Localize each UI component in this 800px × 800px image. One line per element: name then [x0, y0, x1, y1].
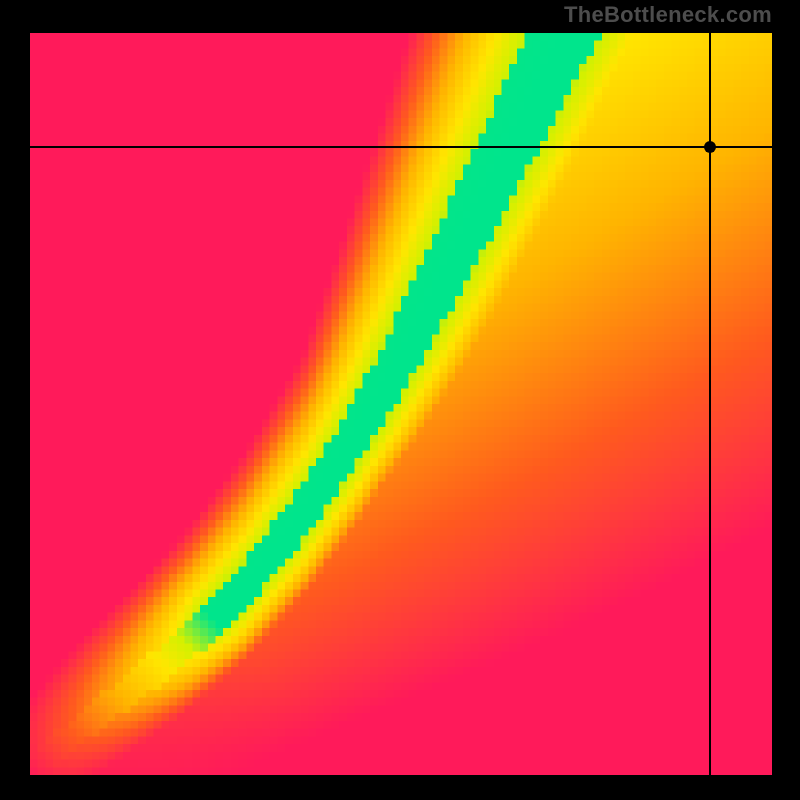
watermark-text: TheBottleneck.com — [564, 2, 772, 28]
chart-container: { "watermark": { "text": "TheBottleneck.… — [0, 0, 800, 800]
crosshair-horizontal — [30, 146, 772, 148]
crosshair-marker — [702, 139, 718, 155]
bottleneck-heatmap — [30, 33, 772, 775]
